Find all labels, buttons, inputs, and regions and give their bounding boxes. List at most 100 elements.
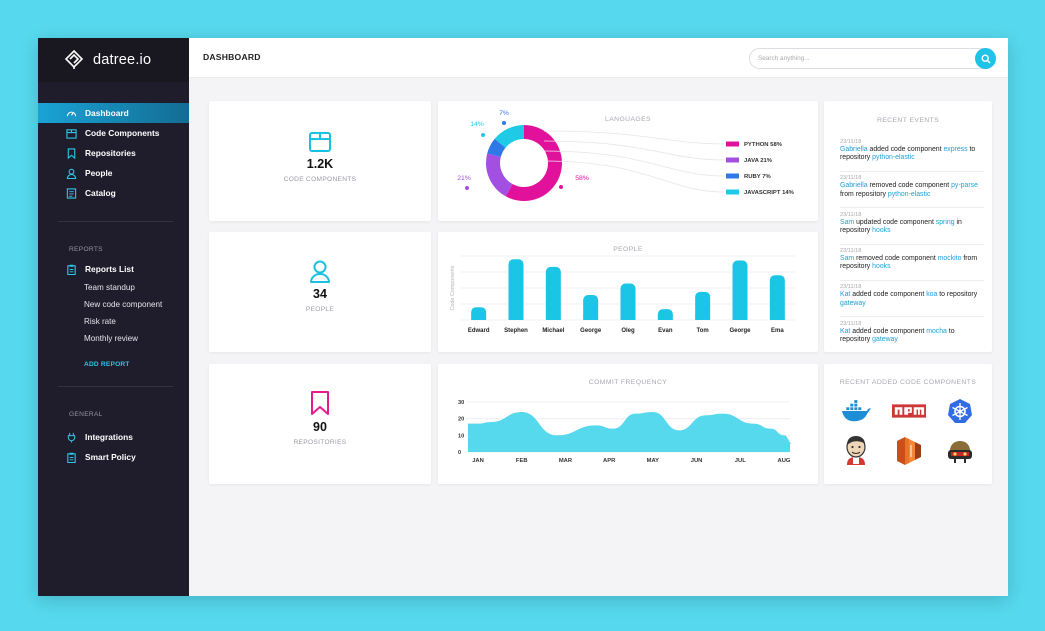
event-time: 23/11/18 [840, 320, 862, 327]
event-component-link[interactable]: express [943, 146, 968, 153]
event-time: 23/11/18 [840, 247, 862, 254]
fluentd-logo[interactable] [943, 434, 977, 468]
event-component-link[interactable]: spring [935, 218, 955, 226]
legend-label: RUBY 7% [744, 174, 771, 180]
bar-base [695, 315, 711, 320]
nav-item-repositories[interactable]: Repositories [38, 143, 189, 163]
logo[interactable]: datree.io [38, 38, 189, 82]
nav-item-smart-policy[interactable]: Smart Policy [38, 447, 189, 467]
bar-oleg [620, 283, 636, 320]
x-tick-label: JUL [735, 458, 746, 464]
event-item: 23/11/18 Gabriella added code component e… [840, 139, 984, 163]
legend-swatch [726, 173, 739, 179]
dashboard-icon [66, 111, 77, 116]
stat-card-repositories[interactable]: 90 REPOSITORIES [209, 364, 431, 484]
event-action: added code component [867, 146, 944, 153]
card-title: LANGUAGES [605, 116, 651, 123]
x-tick-label: Michael [542, 328, 564, 334]
bar-george [583, 295, 599, 320]
bookmark-icon [67, 147, 76, 159]
search-input[interactable] [749, 48, 995, 69]
x-tick-label: AUG [778, 458, 791, 464]
sidebar-divider [58, 386, 173, 387]
event-repo-link[interactable]: python-elastic [887, 190, 931, 198]
recent-components-card: RECENT ADDED CODE COMPONENTS [824, 364, 992, 484]
x-tick-label: MAR [559, 458, 573, 464]
y-tick-label: 30 [458, 400, 464, 406]
card-title: RECENT ADDED CODE COMPONENTS [839, 379, 977, 386]
x-tick-label: Oleg [621, 328, 635, 334]
add-report-link[interactable]: ADD REPORT [84, 361, 130, 368]
event-user-link[interactable]: Gabriella [840, 146, 868, 153]
reports-nav: Reports List Team standup New code compo… [38, 259, 189, 347]
event-action: removed code component [854, 254, 938, 262]
event-item: 23/11/18 Gabriella removed code component… [840, 175, 984, 199]
event-user-link[interactable]: Sam [840, 218, 855, 226]
nav-item-dashboard[interactable]: Dashboard [38, 103, 189, 123]
nav-item-catalog[interactable]: Catalog [38, 183, 189, 203]
bar-george [732, 260, 748, 320]
slice-dot [559, 185, 563, 189]
aws-lambda-logo[interactable] [892, 434, 926, 468]
legend-swatch [726, 157, 739, 163]
event-repo-link[interactable]: hooks [872, 227, 891, 234]
nav-item-integrations[interactable]: Integrations [38, 427, 189, 447]
jenkins-logo[interactable] [839, 434, 873, 468]
event-action: added code component [850, 291, 927, 299]
report-item-monthly-review[interactable]: Monthly review [84, 334, 138, 343]
sidebar: datree.io Dashboard Code Components Repo… [38, 38, 189, 596]
event-repo-link[interactable]: gateway [840, 299, 866, 307]
nav-item-code-components[interactable]: Code Components [38, 123, 189, 143]
event-user-link[interactable]: Sam [840, 254, 855, 262]
stat-label: CODE COMPONENTS [283, 176, 357, 183]
nav-item-people[interactable]: People [38, 163, 189, 183]
nav-item-reports-list[interactable]: Reports List [38, 259, 189, 279]
clipboard-icon [67, 264, 76, 275]
nav-item-label: Repositories [85, 148, 136, 158]
x-tick-label: Tom [697, 328, 709, 334]
event-repo-link[interactable]: gateway [872, 335, 898, 343]
event-component-link[interactable]: mocha [926, 327, 947, 335]
card-title: RECENT EVENTS [876, 117, 940, 124]
event-user-link[interactable]: Gabriella [840, 182, 868, 190]
event-action: removed code component [867, 182, 952, 190]
commit-area [468, 412, 806, 452]
card-title: PEOPLE [613, 246, 643, 253]
event-user-link[interactable]: Kat [840, 327, 851, 335]
npm-logo[interactable] [892, 394, 926, 428]
report-item-risk-rate[interactable]: Risk rate [84, 317, 116, 326]
event-repo-link[interactable]: hooks [872, 263, 891, 271]
kubernetes-logo[interactable] [943, 394, 977, 428]
docker-logo[interactable] [839, 394, 873, 428]
nav-item-label: Smart Policy [85, 452, 136, 462]
legend-swatch [726, 189, 739, 195]
event-user-link[interactable]: Kat [840, 291, 851, 299]
event-repo-link[interactable]: python-elastic [872, 154, 915, 162]
event-preposition: from repository [840, 190, 888, 198]
npm-icon [892, 404, 926, 418]
event-component-link[interactable]: mockito [937, 254, 962, 262]
connector-line [543, 160, 725, 193]
card-title: COMMIT FREQUENCY [588, 379, 668, 386]
event-action: updated code component [854, 218, 936, 226]
event-preposition: to repository [840, 146, 976, 162]
y-tick-label: 20 [458, 417, 464, 423]
people-bar-chart: Code Components Edward Stephen Michael Georg… [450, 255, 796, 334]
report-item-new-code-component[interactable]: New code component [84, 300, 163, 309]
donut-slice-python [505, 125, 562, 201]
stat-card-people[interactable]: 34 PEOPLE [209, 232, 431, 352]
donut-slice-ruby [487, 138, 506, 158]
event-divider [840, 316, 984, 318]
clipboard-icon [67, 452, 76, 463]
event-component-link[interactable]: py-parse [951, 182, 978, 190]
stat-card-code-components[interactable]: 1.2K CODE COMPONENTS [209, 101, 431, 221]
x-tick-label: Evan [658, 328, 673, 334]
event-component-link[interactable]: koa [926, 291, 938, 299]
report-item-team-standup[interactable]: Team standup [84, 283, 135, 292]
commit-frequency-chart: 0 10 20 30 JAN FEB MAR APR MAY JUN JUL AUG [458, 400, 806, 464]
jenkins-icon [846, 436, 866, 465]
connector-line [543, 140, 725, 161]
person-icon [310, 260, 330, 283]
box-icon [66, 128, 77, 139]
search-button[interactable] [975, 48, 996, 69]
